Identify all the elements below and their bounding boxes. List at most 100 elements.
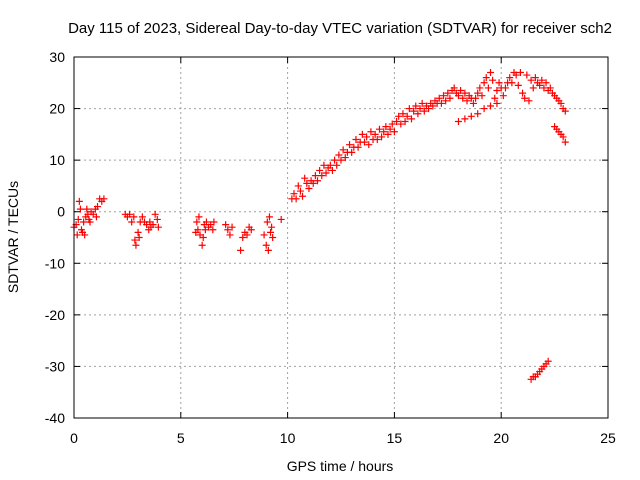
data-point (478, 92, 486, 100)
data-point (202, 218, 210, 226)
data-point (491, 94, 499, 102)
data-point (414, 110, 422, 118)
data-point (405, 105, 413, 113)
data-point (463, 97, 471, 105)
data-point (237, 246, 245, 254)
data-point (348, 148, 356, 156)
data-point (407, 115, 415, 123)
data-point (512, 71, 520, 79)
data-points (70, 68, 569, 383)
data-point (412, 102, 420, 110)
data-point (339, 146, 347, 154)
data-point (247, 226, 255, 234)
data-point (382, 123, 390, 131)
data-point (450, 84, 458, 92)
data-point (459, 94, 467, 102)
data-point (472, 94, 480, 102)
data-point (305, 185, 313, 193)
data-point (540, 84, 548, 92)
data-point (316, 166, 324, 174)
data-point (209, 226, 217, 234)
data-point (536, 81, 544, 89)
data-point (292, 195, 300, 203)
data-point (425, 105, 433, 113)
data-point (410, 107, 418, 115)
data-point (373, 136, 381, 144)
data-point (263, 218, 271, 226)
y-tick-label: -20 (45, 307, 65, 323)
y-axis-label: SDTVAR / TECUs (5, 181, 21, 293)
data-point (501, 84, 509, 92)
data-point (337, 156, 345, 164)
data-point (73, 231, 81, 239)
data-point (74, 215, 82, 223)
data-point (469, 99, 477, 107)
data-point (487, 68, 495, 76)
data-point (358, 130, 366, 138)
data-point (559, 133, 567, 141)
data-point (429, 102, 437, 110)
data-point (100, 195, 108, 203)
data-point (542, 79, 550, 87)
data-point (454, 117, 462, 125)
data-point (267, 228, 275, 236)
data-point (397, 120, 405, 128)
data-point (489, 76, 497, 84)
data-point (393, 117, 401, 125)
data-point (474, 89, 482, 97)
data-point (210, 218, 218, 226)
data-point (544, 357, 552, 365)
data-point (132, 241, 140, 249)
data-point (311, 172, 319, 180)
data-point (199, 234, 207, 241)
data-point (314, 177, 322, 185)
axis-ticks: 0 5 10 15 20 25 -40 -30 -20 -10 0 10 20 30 (45, 49, 616, 446)
data-point (467, 112, 475, 120)
data-point (198, 241, 206, 249)
data-point (239, 234, 247, 241)
x-tick-label: 15 (387, 430, 403, 446)
data-point (561, 138, 569, 146)
x-axis-label: GPS time / hours (287, 458, 394, 474)
data-point (437, 99, 445, 107)
data-point (516, 68, 524, 76)
data-point (416, 105, 424, 113)
data-point (454, 92, 462, 100)
data-point (482, 74, 490, 82)
data-point (523, 71, 531, 79)
x-tick-label: 25 (600, 430, 616, 446)
data-point (514, 81, 522, 89)
data-point (531, 74, 539, 82)
plot-frame (73, 56, 609, 419)
data-point (395, 112, 403, 120)
data-point (149, 221, 157, 229)
data-point (135, 234, 143, 241)
data-point (151, 210, 159, 218)
data-point (335, 151, 343, 159)
data-point (130, 213, 138, 221)
data-point (384, 130, 392, 138)
data-point (390, 128, 398, 136)
data-point (228, 223, 236, 231)
data-point (294, 182, 302, 190)
x-tick-label: 5 (177, 430, 185, 446)
data-point (380, 128, 388, 136)
data-point (388, 120, 396, 128)
data-point (480, 79, 488, 87)
data-point (320, 161, 328, 169)
data-point (262, 241, 270, 249)
data-point (75, 197, 83, 205)
data-point (474, 110, 482, 118)
data-point (194, 226, 202, 234)
data-point (461, 89, 469, 97)
data-point (557, 99, 565, 107)
data-point (346, 141, 354, 149)
data-point (131, 236, 139, 244)
data-point (386, 125, 394, 133)
y-tick-label: -30 (45, 358, 65, 374)
data-point (352, 136, 360, 144)
data-point (401, 117, 409, 125)
data-point (506, 74, 514, 82)
data-point (375, 125, 383, 133)
